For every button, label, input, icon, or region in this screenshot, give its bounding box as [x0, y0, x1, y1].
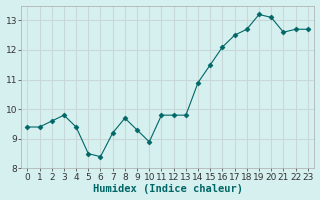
X-axis label: Humidex (Indice chaleur): Humidex (Indice chaleur) — [92, 184, 243, 194]
